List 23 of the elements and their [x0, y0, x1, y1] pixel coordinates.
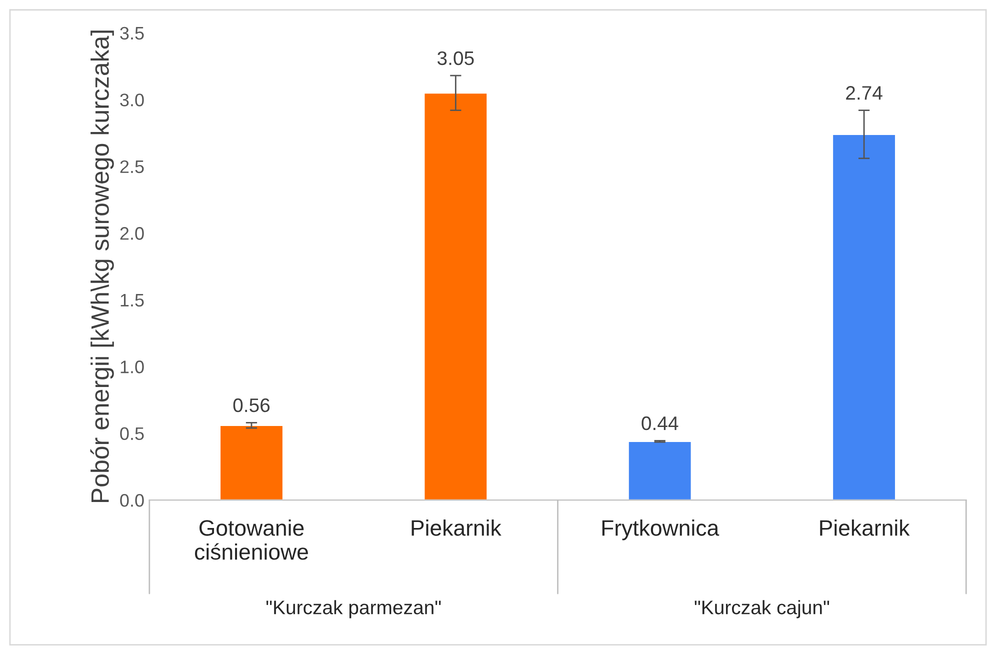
x-tick-label: Piekarnik [412, 520, 502, 536]
bar [423, 92, 488, 500]
data-label: 0.44 [642, 416, 678, 430]
y-tick-label: 0.0 [120, 494, 144, 507]
bar [219, 424, 284, 500]
x-tick-label: Piekarnik [820, 520, 910, 536]
data-label: 2.74 [846, 86, 882, 100]
data-label: 3.05 [437, 51, 474, 66]
bar [832, 134, 896, 500]
y-tick-label: 3.0 [120, 94, 144, 106]
bar [628, 440, 692, 500]
y-tick-label: 1.5 [120, 294, 144, 307]
data-label: 0.56 [233, 398, 270, 412]
x-tick-label: Gotowanie ciśnieniowe [195, 520, 308, 560]
y-axis-title: Pobór energii [kWh\kg surowego kurczaka] [90, 30, 114, 502]
text: "Kurczak cajun" [694, 600, 830, 618]
y-tick-label: 3.5 [120, 26, 144, 40]
y-tick-label: 1.0 [120, 360, 144, 374]
x-tick-label: Frytkownica [602, 520, 720, 540]
y-tick-label: 2.5 [120, 160, 144, 174]
y-tick-label: 0.5 [120, 427, 144, 440]
text: "Kurczak parmezan" [266, 600, 441, 618]
y-tick-label: 2.0 [120, 227, 144, 240]
